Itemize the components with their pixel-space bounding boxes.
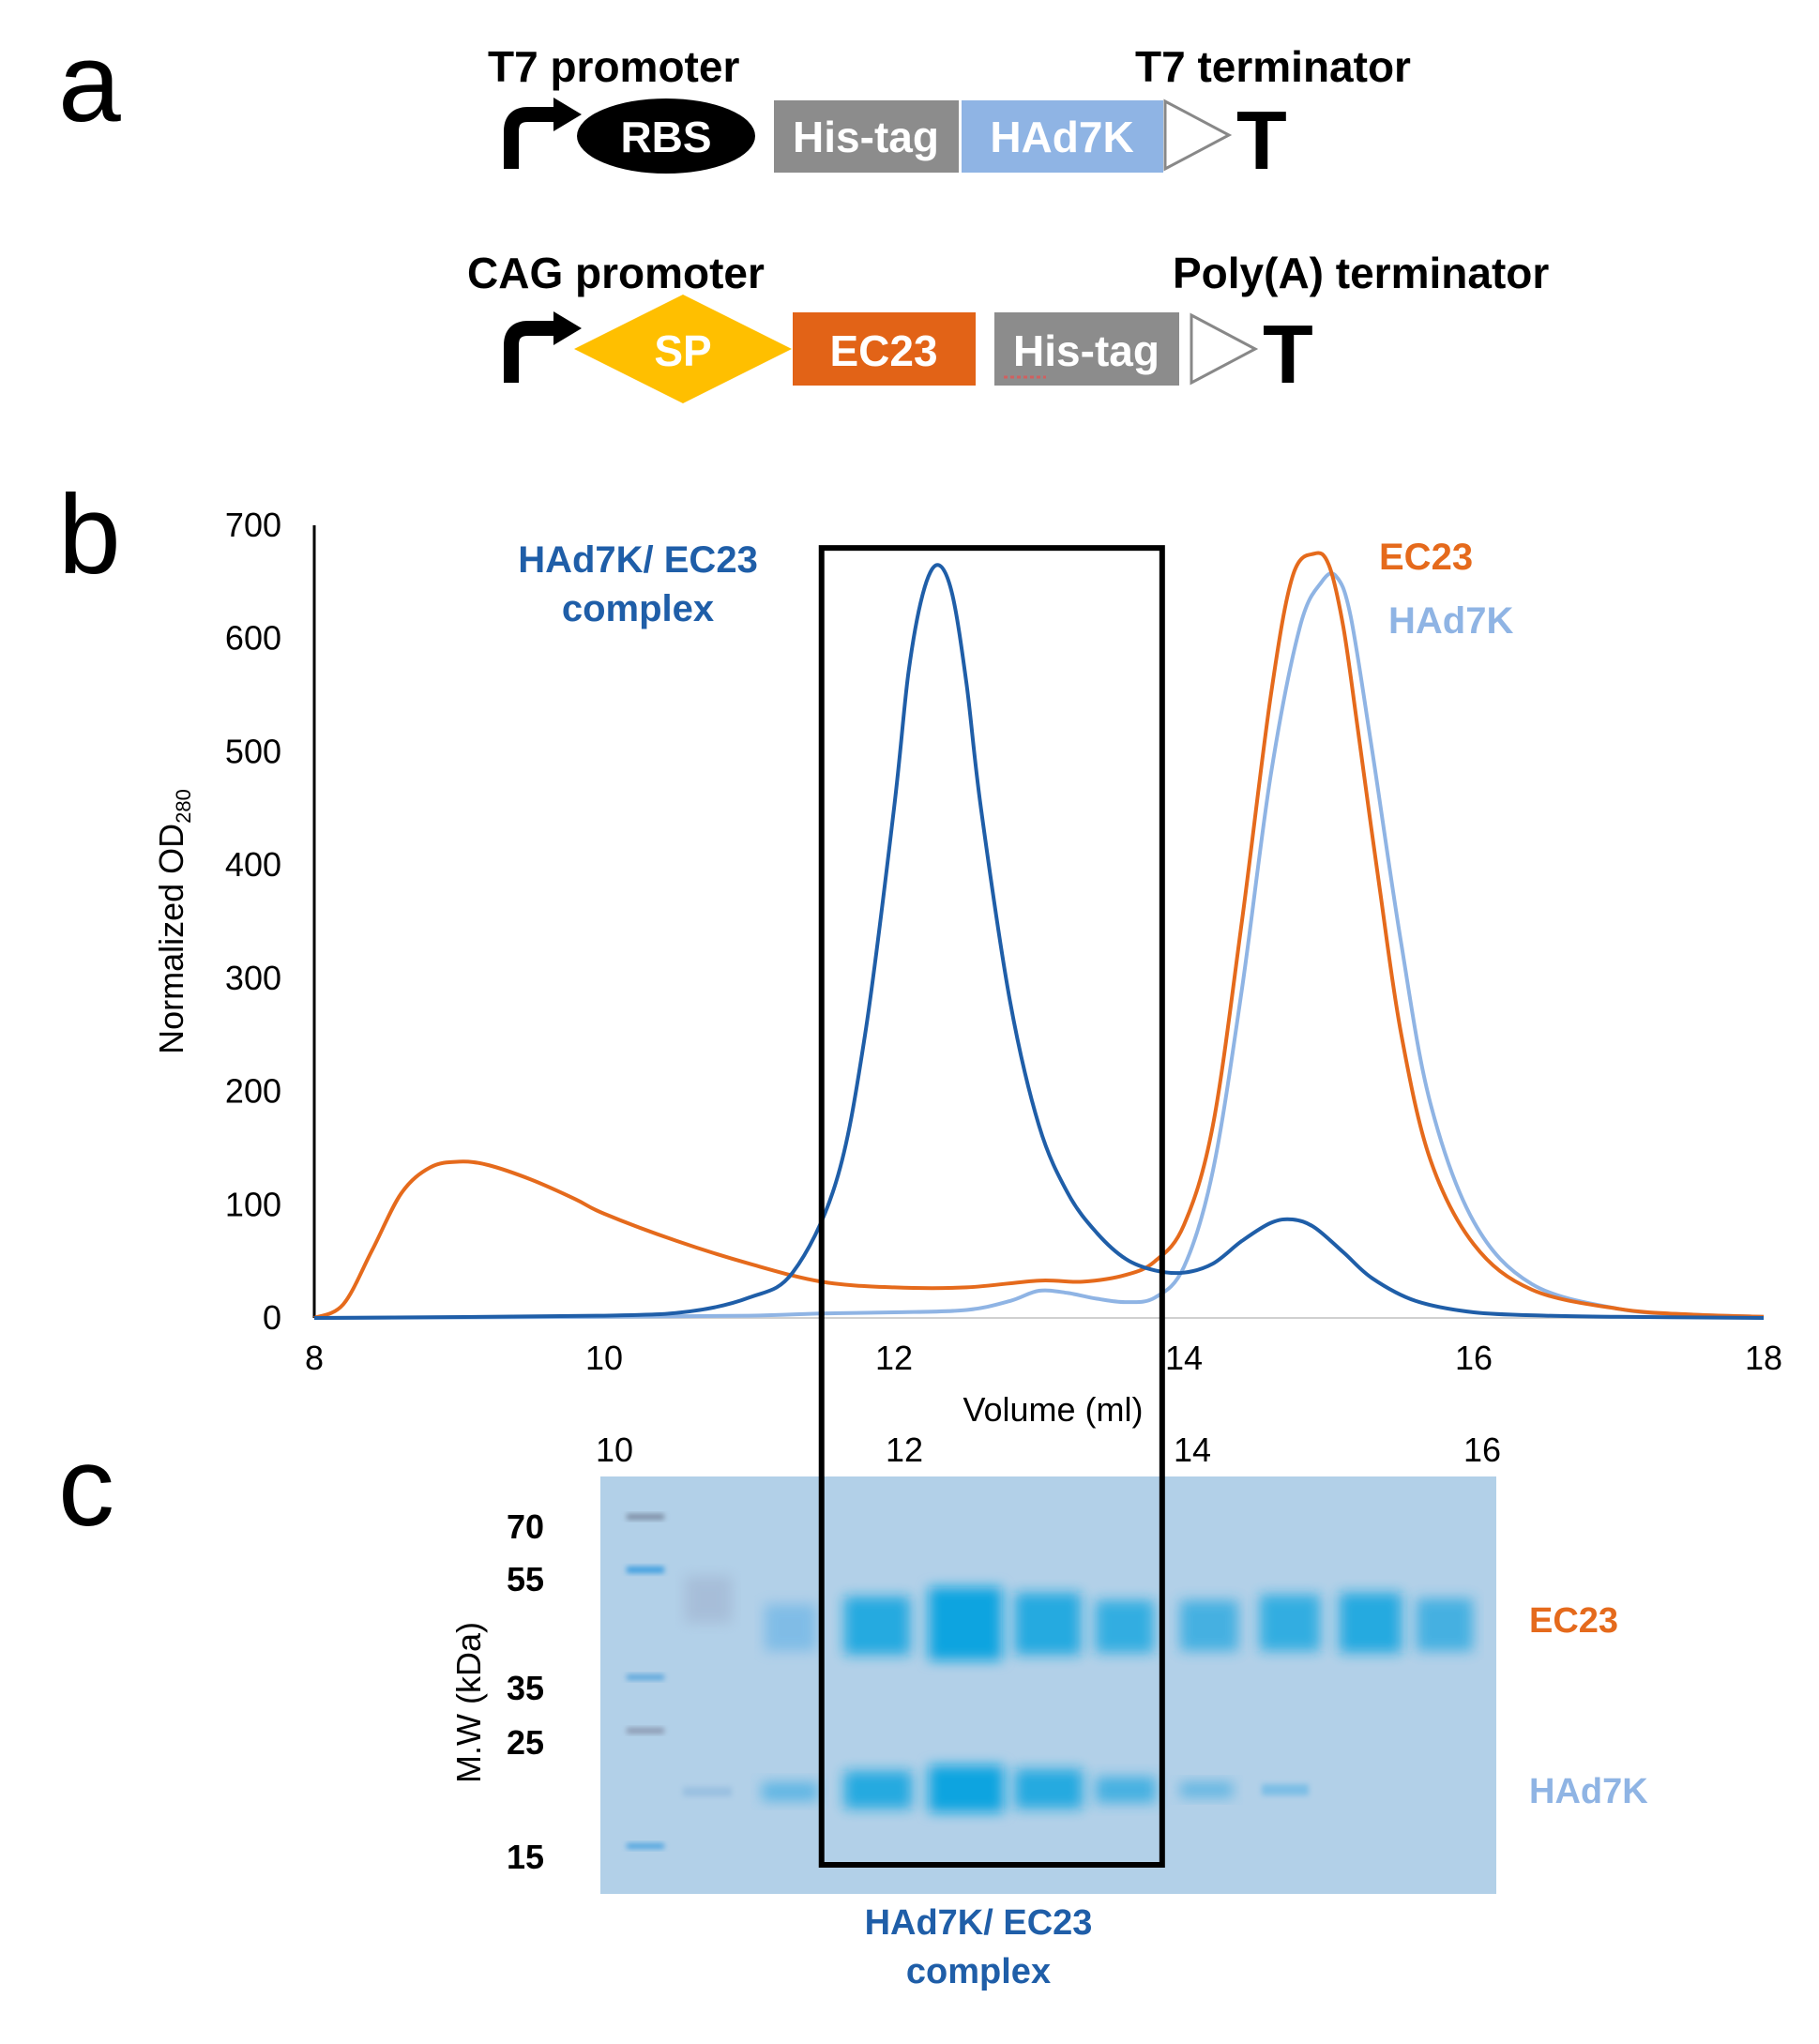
y-tick-label-200: 200 xyxy=(225,1072,281,1111)
y-tick-label-500: 500 xyxy=(225,732,281,770)
ec23-label: EC23 xyxy=(829,326,937,375)
promoter-arrow-icon-2 xyxy=(504,321,558,383)
terminator-t-icon-2: T xyxy=(1263,308,1313,401)
his-tag-label-2: His-tag xyxy=(1013,326,1160,375)
series-line-ec23 xyxy=(313,551,1765,1320)
ec23-band-lane11 xyxy=(1417,1598,1473,1651)
x-tick-label-8: 8 xyxy=(305,1339,324,1377)
series-line-had7k xyxy=(313,571,1765,1320)
ec23-band-lane10 xyxy=(1340,1593,1402,1653)
had7k-band-lane3 xyxy=(762,1782,818,1801)
terminator-t-icon-1: T xyxy=(1236,94,1287,187)
ladder-band-35 xyxy=(627,1674,664,1680)
rbs-label: RBS xyxy=(620,113,711,161)
ec23-band-lane9 xyxy=(1260,1595,1320,1651)
ec23-box xyxy=(793,312,976,386)
gel-y-axis-label: M.W (kDa) xyxy=(449,1622,488,1783)
series-line-had7k-ec23-complex xyxy=(313,563,1765,1320)
mw-marker-55: 55 xyxy=(507,1560,544,1598)
mw-marker-15: 15 xyxy=(507,1838,544,1876)
promoter-arrow-icon xyxy=(504,107,558,169)
construct-2: CAG promoter Poly(A) terminator SP EC23 … xyxy=(467,249,1549,403)
sp-label: SP xyxy=(654,326,711,375)
his-tag-box-1 xyxy=(774,100,959,173)
gel-caption-line2: complex xyxy=(906,1952,1051,1991)
ladder-band-70 xyxy=(627,1514,664,1520)
y-tick-label-100: 100 xyxy=(225,1185,281,1223)
y-tick-label-0: 0 xyxy=(263,1298,281,1337)
had7k-box xyxy=(962,100,1163,173)
terminator-triangle-icon-2 xyxy=(1190,312,1259,386)
gel-had7k-label: HAd7K xyxy=(1529,1772,1648,1811)
gel-caption-line1: HAd7K/ EC23 xyxy=(865,1903,1093,1943)
gel-tick-16: 16 xyxy=(1463,1431,1501,1469)
had7k-label: HAd7K xyxy=(990,113,1133,161)
x-tick-label-16: 16 xyxy=(1455,1339,1493,1377)
x-tick-label-10: 10 xyxy=(585,1339,623,1377)
sp-diamond xyxy=(574,295,792,403)
construct-diagrams: T7 promoter T7 terminator RBS His-tag HA… xyxy=(467,42,1549,403)
rbs-ellipse xyxy=(577,98,755,174)
promoter-arrowhead-icon-2 xyxy=(553,311,582,345)
panel-c-label: c xyxy=(58,1424,114,1550)
ec23-band-lane8 xyxy=(1180,1600,1238,1651)
cag-promoter-label: CAG promoter xyxy=(467,249,765,297)
t7-promoter-label: T7 promoter xyxy=(488,42,739,91)
chromatogram-chart: 0 100 200 300 400 500 600 700 8 10 12 14 16 18 Norma… xyxy=(152,506,1782,1429)
his-tag-box-2 xyxy=(994,312,1179,386)
had7k-band-lane5 xyxy=(929,1765,1004,1812)
ec23-band-lane3 xyxy=(765,1604,816,1651)
had7k-band-lane8 xyxy=(1180,1782,1233,1797)
had7k-band-lane2 xyxy=(683,1787,732,1796)
mw-marker-25: 25 xyxy=(507,1723,544,1762)
construct-1: T7 promoter T7 terminator RBS His-tag HA… xyxy=(488,42,1411,187)
mw-marker-35: 35 xyxy=(507,1669,544,1707)
x-tick-label-12: 12 xyxy=(875,1339,913,1377)
y-tick-label-400: 400 xyxy=(225,845,281,884)
sds-page-gel: 10 12 14 16 70 55 35 25 1 xyxy=(449,1431,1648,1991)
y-tick-label-600: 600 xyxy=(225,619,281,658)
x-tick-label-14: 14 xyxy=(1165,1339,1203,1377)
ladder-band-15 xyxy=(627,1843,664,1849)
mw-ladder xyxy=(627,1514,664,1849)
had7k-legend-label: HAd7K xyxy=(1388,600,1513,642)
complex-annotation-line1: HAd7K/ EC23 xyxy=(518,539,758,581)
terminator-triangle-icon-1 xyxy=(1163,98,1233,172)
ec23-band-lane2 xyxy=(685,1576,732,1623)
gel-ec23-label: EC23 xyxy=(1529,1601,1618,1641)
his-tag-label-1: His-tag xyxy=(793,113,939,161)
promoter-arrowhead-icon xyxy=(553,98,582,131)
y-tick-label-700: 700 xyxy=(225,506,281,544)
ladder-band-25 xyxy=(627,1728,664,1734)
had7k-band-lane9 xyxy=(1262,1784,1309,1795)
ec23-band-lane6 xyxy=(1015,1593,1081,1655)
ec23-band-lane7 xyxy=(1096,1600,1154,1653)
ec23-band-lane4 xyxy=(844,1597,910,1655)
y-tick-label-300: 300 xyxy=(225,959,281,997)
x-tick-label-18: 18 xyxy=(1745,1339,1782,1377)
ec23-band-lane5 xyxy=(929,1587,1002,1660)
gel-tick-14: 14 xyxy=(1174,1431,1211,1469)
gel-tick-10: 10 xyxy=(596,1431,633,1469)
gel-tick-12: 12 xyxy=(886,1431,923,1469)
t7-terminator-label: T7 terminator xyxy=(1135,42,1411,91)
had7k-band-lane4 xyxy=(844,1771,912,1809)
mw-marker-70: 70 xyxy=(507,1507,544,1546)
complex-annotation-line2: complex xyxy=(562,588,714,629)
panel-b-label: b xyxy=(58,472,121,598)
ladder-band-55 xyxy=(627,1567,664,1573)
gel-sheen xyxy=(600,1476,1496,1894)
polya-terminator-label: Poly(A) terminator xyxy=(1173,249,1549,297)
had7k-band-lane7 xyxy=(1096,1777,1156,1803)
ec23-legend-label: EC23 xyxy=(1379,537,1473,578)
had7k-band-lane6 xyxy=(1015,1769,1083,1809)
y-axis-label: Normalized OD280 xyxy=(152,789,195,1054)
panel-a-label: a xyxy=(58,20,121,145)
